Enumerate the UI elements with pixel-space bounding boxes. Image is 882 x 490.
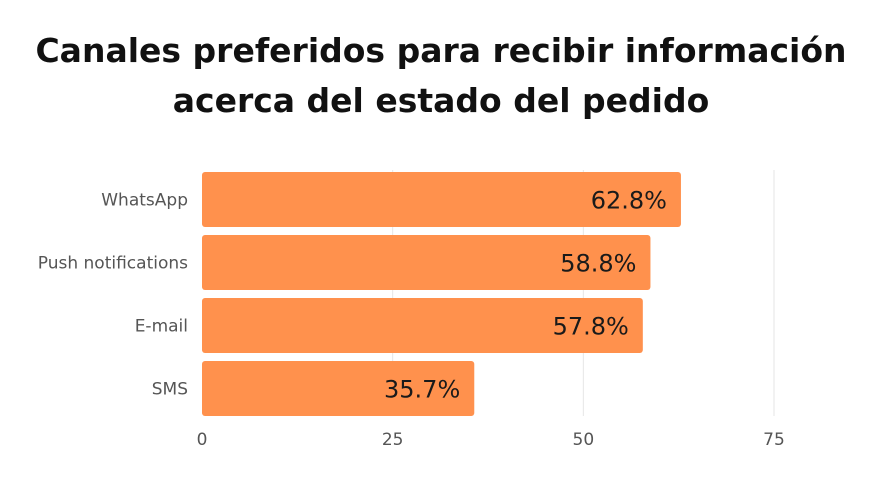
category-label: WhatsApp: [101, 191, 188, 211]
chart-title-line-1: Canales preferidos para recibir informac…: [35, 31, 847, 70]
x-tick-label: 0: [197, 430, 208, 450]
bar: [202, 298, 643, 353]
bar: [202, 172, 681, 227]
bar: [202, 361, 475, 416]
category-label: E-mail: [135, 317, 188, 337]
chart-title-line-2: acerca del estado del pedido: [172, 81, 710, 120]
x-tick-label: 50: [573, 430, 595, 450]
data-label: 58.8%: [560, 250, 636, 278]
category-label: Push notifications: [38, 254, 188, 274]
chart-title: Canales preferidos para recibir informac…: [0, 26, 882, 126]
bar: [202, 235, 651, 290]
x-tick-label: 25: [382, 430, 404, 450]
data-label: 35.7%: [384, 376, 460, 404]
data-label: 57.8%: [553, 313, 629, 341]
category-label: SMS: [152, 380, 188, 400]
x-tick-label: 75: [763, 430, 785, 450]
data-label: 62.8%: [591, 187, 667, 215]
